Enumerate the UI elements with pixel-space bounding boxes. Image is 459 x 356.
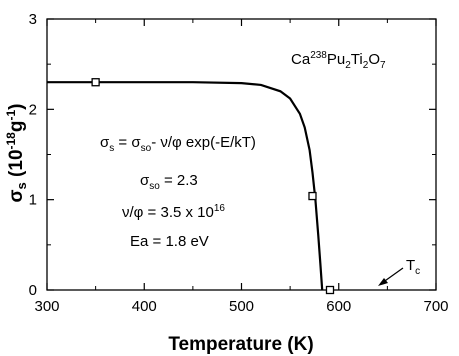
data-point-marker [325,285,335,295]
ea-label: Ea = 1.8 eV [130,233,209,250]
y-tick-label: 2 [29,101,37,118]
tc-label: Tc [406,257,420,277]
tick-labels: 300 400 500 600 700 0 1 2 3 [29,11,449,315]
x-tick-label: 300 [34,298,59,315]
x-tick-label: 400 [132,298,157,315]
x-tick-label: 500 [229,298,254,315]
ticks [46,18,437,291]
data-point-marker [91,78,100,87]
data-point-marker [308,191,317,201]
y-tick-label: 1 [29,192,37,209]
x-axis-title: Temperature (K) [168,334,313,355]
series-markers [91,78,335,295]
y-tick-label: 3 [29,11,37,28]
y-axis-title: σs (10-18g-1) [4,104,29,203]
y-tick-label: 0 [29,282,37,299]
nu-phi-label: ν/φ = 3.5 x 1016 [122,203,225,221]
equation-label: σs = σso- ν/φ exp(-E/kT) [100,134,256,154]
x-tick-label: 700 [423,298,448,315]
sigma-so-label: σso = 2.3 [140,172,198,192]
compound-label: Ca238Pu2Ti2O7 [291,50,386,71]
tc-arrow-head [378,278,388,286]
x-tick-label: 600 [326,298,351,315]
series-curve [47,81,324,291]
